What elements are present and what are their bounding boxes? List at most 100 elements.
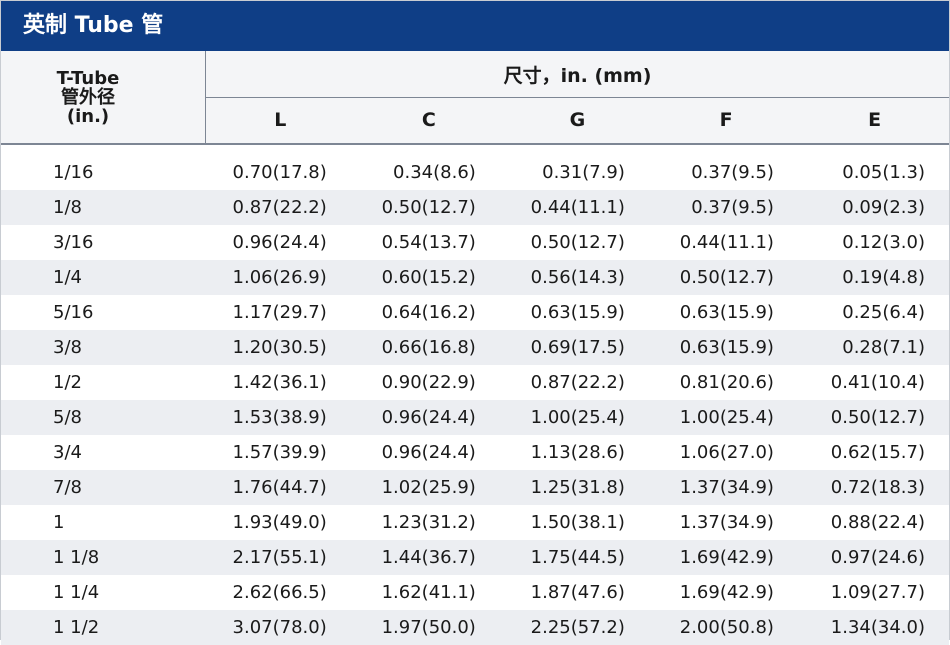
table-row: 7/8 1.76(44.7) 1.02(25.9) 1.25(31.8) 1.37(34… — [1, 470, 949, 505]
dimension-cell-l: 1.76(44.7) — [232, 477, 327, 498]
dimension-cell-e: 0.50(12.7) — [830, 407, 925, 428]
dimension-cell-f: 0.63(15.9) — [679, 337, 774, 358]
table-row: 1/8 0.87(22.2) 0.50(12.7) 0.44(11.1) 0.37(9.… — [1, 190, 949, 225]
table-row: 1/2 1.42(36.1) 0.90(22.9) 0.87(22.2) 0.81(20… — [1, 365, 949, 400]
table-row: 3/16 0.96(24.4) 0.54(13.7) 0.50(12.7) 0.44(1… — [1, 225, 949, 260]
table-header: T-Tube 管外径 (in.) 尺寸，in. (mm) L C G F E — [1, 51, 949, 145]
dimension-cell-l: 0.96(24.4) — [232, 232, 327, 253]
dimension-cell-g: 1.13(28.6) — [530, 442, 625, 463]
dimension-cell-f: 2.00(50.8) — [679, 617, 774, 638]
table-row: 1 1/8 2.17(55.1) 1.44(36.7) 1.75(44.5) 1.69(… — [1, 540, 949, 575]
tube-size-cell: 1/8 — [53, 197, 82, 218]
dimension-cell-c: 0.66(16.8) — [381, 337, 476, 358]
dimension-cell-g: 1.87(47.6) — [530, 582, 625, 603]
dimension-cell-l: 1.17(29.7) — [232, 302, 327, 323]
table-row: 1 1.93(49.0) 1.23(31.2) 1.50(38.1) 1.37(34.9… — [1, 505, 949, 540]
dimension-cell-e: 0.41(10.4) — [830, 372, 925, 393]
dimension-cell-l: 1.57(39.9) — [232, 442, 327, 463]
dimension-cell-g: 0.69(17.5) — [530, 337, 625, 358]
dimension-cell-f: 0.37(9.5) — [691, 197, 774, 218]
tube-od-header: T-Tube 管外径 (in.) — [1, 51, 205, 143]
dimension-cell-f: 0.50(12.7) — [679, 267, 774, 288]
dimension-cell-e: 0.09(2.3) — [842, 197, 925, 218]
dimension-cell-g: 0.87(22.2) — [530, 372, 625, 393]
dimension-cell-f: 0.37(9.5) — [691, 162, 774, 183]
header-divider-vertical — [205, 51, 206, 143]
dimension-cell-e: 1.09(27.7) — [830, 582, 925, 603]
tube-od-header-line-2: 管外径 — [61, 86, 115, 108]
dimension-cell-l: 1.93(49.0) — [232, 512, 327, 533]
dimension-cell-g: 1.00(25.4) — [530, 407, 625, 428]
tube-size-cell: 3/8 — [53, 337, 82, 358]
dimension-cell-l: 0.87(22.2) — [232, 197, 327, 218]
dimension-cell-c: 1.02(25.9) — [381, 477, 476, 498]
tube-size-cell: 1 1/8 — [53, 547, 100, 568]
tube-size-cell: 1/4 — [53, 267, 82, 288]
dimension-cell-e: 0.05(1.3) — [842, 162, 925, 183]
tube-size-cell: 5/8 — [53, 407, 82, 428]
table-body: 1/16 0.70(17.8) 0.34(8.6) 0.31(7.9) 0.37(9.5… — [1, 155, 949, 645]
dimension-cell-g: 0.63(15.9) — [530, 302, 625, 323]
dimension-cell-e: 0.97(24.6) — [830, 547, 925, 568]
dimension-cell-f: 1.69(42.9) — [679, 547, 774, 568]
dimension-cell-f: 0.81(20.6) — [679, 372, 774, 393]
dimension-cell-f: 0.44(11.1) — [679, 232, 774, 253]
tube-size-cell: 7/8 — [53, 477, 82, 498]
tube-size-cell: 1/16 — [53, 162, 94, 183]
dimension-cell-c: 0.96(24.4) — [381, 442, 476, 463]
header-divider-horizontal — [206, 97, 949, 98]
dimension-cell-g: 1.50(38.1) — [530, 512, 625, 533]
dimension-cell-c: 0.96(24.4) — [381, 407, 476, 428]
dimension-cell-e: 0.12(3.0) — [842, 232, 925, 253]
dimension-cell-c: 1.23(31.2) — [381, 512, 476, 533]
table-row: 5/8 1.53(38.9) 0.96(24.4) 1.00(25.4) 1.00(25… — [1, 400, 949, 435]
dimension-cell-c: 1.97(50.0) — [381, 617, 476, 638]
tube-od-header-line-3: (in.) — [66, 105, 110, 127]
dimension-cell-e: 0.28(7.1) — [842, 337, 925, 358]
table-row: 5/16 1.17(29.7) 0.64(16.2) 0.63(15.9) 0.63(1… — [1, 295, 949, 330]
tube-size-cell: 3/4 — [53, 442, 82, 463]
dimension-cell-e: 1.34(34.0) — [830, 617, 925, 638]
dimension-cell-l: 2.17(55.1) — [232, 547, 327, 568]
dimension-cell-f: 0.63(15.9) — [679, 302, 774, 323]
column-header-g: G — [569, 109, 586, 131]
tube-size-cell: 1 1/4 — [53, 582, 100, 603]
table-title: 英制 Tube 管 — [1, 1, 949, 51]
dimension-cell-c: 0.50(12.7) — [381, 197, 476, 218]
dimension-cell-g: 0.31(7.9) — [542, 162, 625, 183]
tube-size-cell: 1 — [53, 512, 65, 533]
dimension-cell-e: 0.19(4.8) — [842, 267, 925, 288]
table-row: 1/4 1.06(26.9) 0.60(15.2) 0.56(14.3) 0.50(12… — [1, 260, 949, 295]
dimension-cell-e: 0.25(6.4) — [842, 302, 925, 323]
table-row: 1/16 0.70(17.8) 0.34(8.6) 0.31(7.9) 0.37(9.5… — [1, 155, 949, 190]
tube-size-cell: 3/16 — [53, 232, 94, 253]
table-row: 1 1/2 3.07(78.0) 1.97(50.0) 2.25(57.2) 2.00(… — [1, 610, 949, 645]
dimension-cell-g: 0.50(12.7) — [530, 232, 625, 253]
dimension-cell-f: 1.37(34.9) — [679, 477, 774, 498]
table-row: 1 1/4 2.62(66.5) 1.62(41.1) 1.87(47.6) 1.69(… — [1, 575, 949, 610]
dimension-cell-l: 0.70(17.8) — [232, 162, 327, 183]
dimension-cell-f: 1.69(42.9) — [679, 582, 774, 603]
dimension-cell-f: 1.37(34.9) — [679, 512, 774, 533]
dimension-cell-e: 0.88(22.4) — [830, 512, 925, 533]
dimension-cell-l: 1.06(26.9) — [232, 267, 327, 288]
dimension-cell-l: 2.62(66.5) — [232, 582, 327, 603]
tube-size-cell: 1 1/2 — [53, 617, 100, 638]
tube-size-cell: 1/2 — [53, 372, 82, 393]
table-row: 3/8 1.20(30.5) 0.66(16.8) 0.69(17.5) 0.63(15… — [1, 330, 949, 365]
dimension-cell-c: 0.60(15.2) — [381, 267, 476, 288]
dimension-cell-c: 0.64(16.2) — [381, 302, 476, 323]
dimension-cell-g: 2.25(57.2) — [530, 617, 625, 638]
dimension-cell-g: 1.75(44.5) — [530, 547, 625, 568]
dimensions-group-header: 尺寸，in. (mm) — [503, 65, 652, 87]
dimension-cell-g: 1.25(31.8) — [530, 477, 625, 498]
dimension-cell-l: 1.53(38.9) — [232, 407, 327, 428]
dimension-cell-c: 0.54(13.7) — [381, 232, 476, 253]
dimension-cell-c: 1.62(41.1) — [381, 582, 476, 603]
tube-size-cell: 5/16 — [53, 302, 94, 323]
dimension-cell-c: 0.34(8.6) — [393, 162, 476, 183]
dimension-cell-l: 1.42(36.1) — [232, 372, 327, 393]
dimension-cell-g: 0.44(11.1) — [530, 197, 625, 218]
tube-od-header-line-1: T-Tube — [56, 67, 120, 89]
